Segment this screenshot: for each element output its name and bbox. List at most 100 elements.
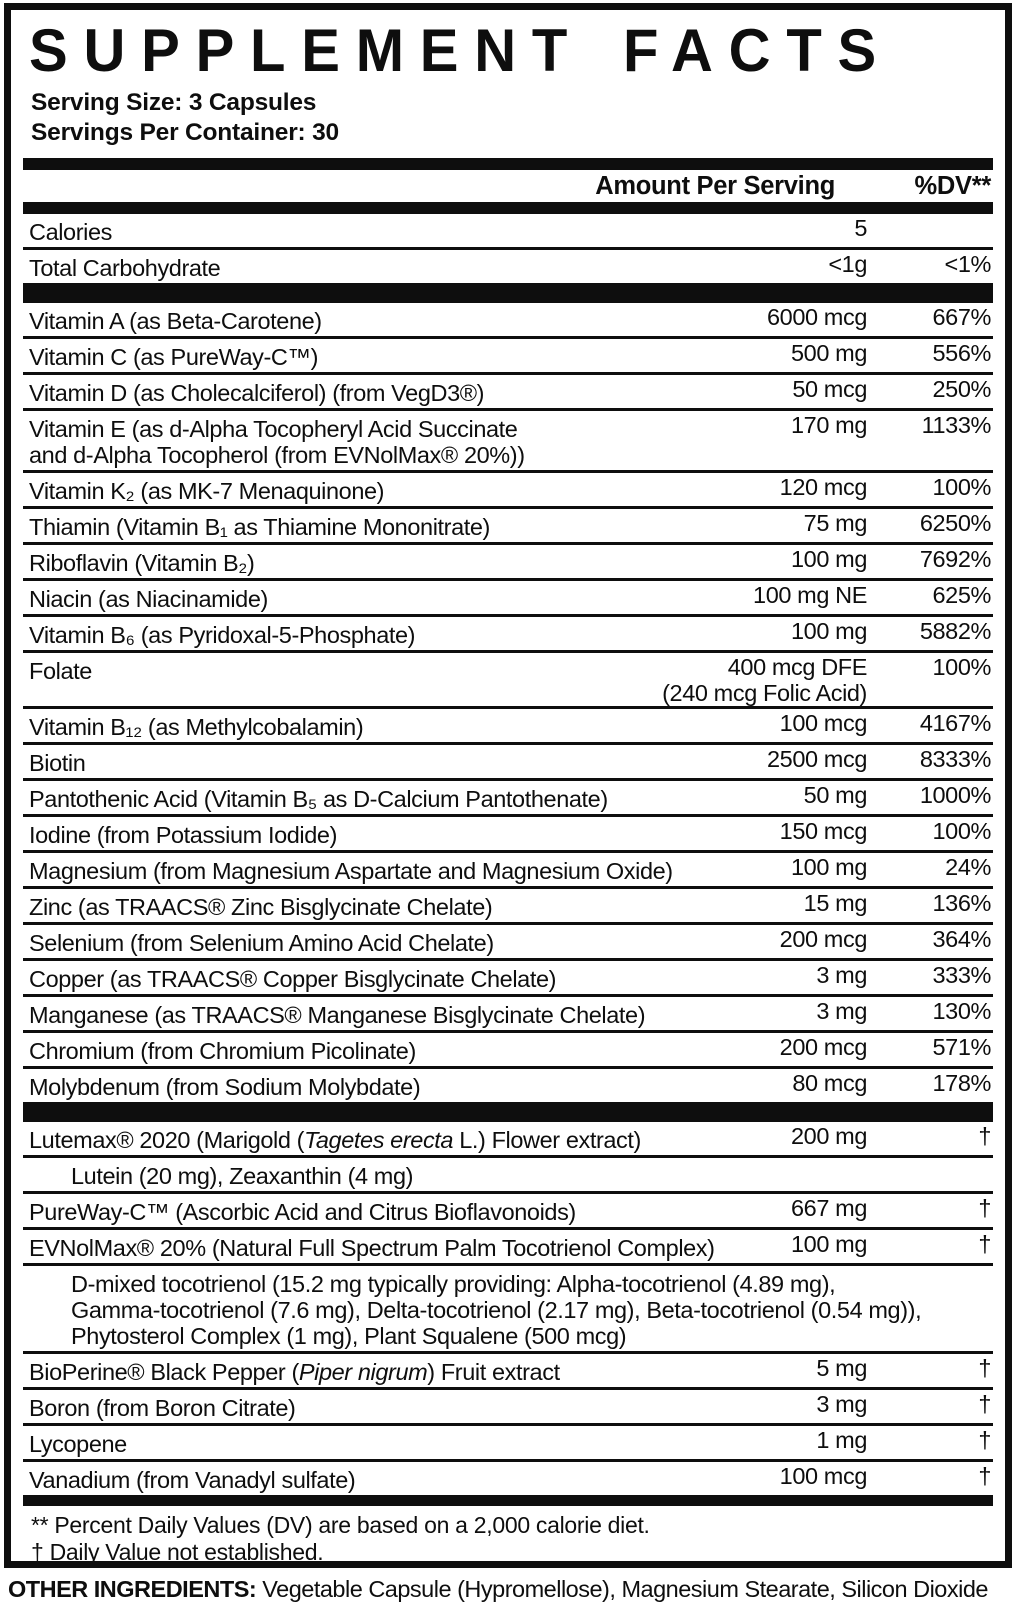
- section-bar: [23, 202, 993, 214]
- nutrient-name-line: Vitamin B₆ (as Pyridoxal-5-Phosphate): [29, 622, 416, 648]
- nutrient-amount: 2500 mcg: [766, 746, 867, 772]
- nutrient-name-line: Lutein (20 mg), Zeaxanthin (4 mg): [71, 1163, 414, 1189]
- other-ingredients-label: OTHER INGREDIENTS:: [8, 1576, 257, 1602]
- nutrient-row: Vitamin E (as d-Alpha Tocopheryl Acid Su…: [23, 408, 993, 470]
- footnotes: ** Percent Daily Values (DV) are based o…: [23, 1506, 993, 1565]
- nutrient-subrow: D-mixed tocotrienol (15.2 mg typically p…: [23, 1263, 993, 1351]
- nutrient-row: Thiamin (Vitamin B₁ as Thiamine Mononitr…: [23, 506, 993, 542]
- nutrient-row: Vitamin C (as PureWay-C™) 500 mg 556%: [23, 336, 993, 372]
- nutrient-row: Boron (from Boron Citrate) 3 mg †: [23, 1387, 993, 1423]
- nutrient-name-line: Lutemax® 2020 (Marigold (Tagetes erecta …: [29, 1127, 641, 1153]
- nutrient-row: Magnesium (from Magnesium Aspartate and …: [23, 850, 993, 886]
- nutrient-name: Pantothenic Acid (Vitamin B₅ as D-Calciu…: [23, 781, 804, 814]
- nutrient-dv: 250%: [932, 376, 991, 402]
- nutrient-name: Vitamin B₁₂ (as Methylcobalamin): [23, 709, 780, 742]
- nutrient-amount: 3 mg: [816, 962, 867, 988]
- nutrient-dv: 7692%: [919, 546, 992, 572]
- servings-per-container: Servings Per Container: 30: [31, 119, 339, 146]
- table-header-row: Amount Per Serving %DV**: [23, 170, 993, 202]
- nutrient-name: PureWay-C™ (Ascorbic Acid and Citrus Bio…: [23, 1194, 791, 1227]
- nutrient-amount: 100 mg: [791, 1231, 867, 1257]
- nutrient-dv: 8333%: [919, 746, 992, 772]
- nutrient-row: Vitamin A (as Beta-Carotene) 6000 mcg 667%: [23, 303, 993, 336]
- nutrient-dv: 4167%: [919, 710, 992, 736]
- nutrient-dv: 1000%: [919, 782, 992, 808]
- nutrient-name: Copper (as TRAACS® Copper Bisglycinate C…: [23, 961, 816, 994]
- nutrient-row: Pantothenic Acid (Vitamin B₅ as D-Calciu…: [23, 778, 993, 814]
- nutrient-row: Biotin 2500 mcg 8333%: [23, 742, 993, 778]
- nutrient-amount: 150 mcg: [779, 818, 868, 844]
- macro-rows-section: Calories 5 Total Carbohydrate <1g <1%: [23, 214, 993, 283]
- nutrient-amount: 200 mg: [791, 1123, 867, 1149]
- nutrient-name: Niacin (as Niacinamide): [23, 581, 753, 614]
- nutrient-name: Vitamin K₂ (as MK-7 Menaquinone): [23, 473, 780, 506]
- nutrient-amount: 100 mg: [791, 546, 867, 572]
- nutrient-row: Folate 400 mcg DFE (240 mcg Folic Acid) 100…: [23, 650, 993, 706]
- nutrient-row: PureWay-C™ (Ascorbic Acid and Citrus Bio…: [23, 1191, 993, 1227]
- nutrient-name-line: Niacin (as Niacinamide): [29, 586, 268, 612]
- nutrient-name: Magnesium (from Magnesium Aspartate and …: [23, 853, 791, 886]
- footnote-daily-value: † Daily Value not established.: [31, 1539, 324, 1565]
- nutrient-name-line: Vitamin C (as PureWay-C™): [29, 344, 319, 370]
- nutrient-name: Vitamin D (as Cholecalciferol) (from Veg…: [23, 375, 792, 408]
- nutrient-name: Chromium (from Chromium Picolinate): [23, 1033, 780, 1066]
- nutrient-row: Vitamin K₂ (as MK-7 Menaquinone) 120 mcg 1…: [23, 470, 993, 506]
- nutrient-name-line: Boron (from Boron Citrate): [29, 1395, 296, 1421]
- nutrient-row: Molybdenum (from Sodium Molybdate) 80 mcg…: [23, 1066, 993, 1102]
- nutrient-dv: †: [978, 1231, 991, 1257]
- nutrient-row: Copper (as TRAACS® Copper Bisglycinate C…: [23, 958, 993, 994]
- nutrient-name-line: D-mixed tocotrienol (15.2 mg typically p…: [71, 1271, 836, 1297]
- nutrient-amount: 667 mg: [791, 1195, 867, 1221]
- nutrient-name-line: Magnesium (from Magnesium Aspartate and …: [29, 858, 673, 884]
- nutrient-name: Lutemax® 2020 (Marigold (Tagetes erecta …: [23, 1122, 791, 1155]
- nutrient-name: Vanadium (from Vanadyl sulfate): [23, 1462, 780, 1495]
- nutrient-amount: 75 mg: [803, 510, 868, 536]
- nutrient-name-line: Thiamin (Vitamin B₁ as Thiamine Mononitr…: [29, 514, 490, 540]
- nutrient-amount: 200 mcg: [779, 1034, 868, 1060]
- nutrient-row: Lutemax® 2020 (Marigold (Tagetes erecta …: [23, 1122, 993, 1155]
- nutrient-subrow: Lutein (20 mg), Zeaxanthin (4 mg): [23, 1155, 993, 1191]
- nutrient-dv: 571%: [932, 1034, 991, 1060]
- nutrient-name-line: Vanadium (from Vanadyl sulfate): [29, 1467, 356, 1493]
- nutrient-name-line: EVNolMax® 20% (Natural Full Spectrum Pal…: [29, 1235, 715, 1261]
- nutrient-row: Total Carbohydrate <1g <1%: [23, 247, 993, 283]
- nutrient-dv: †: [978, 1391, 991, 1417]
- nutrient-amount: 6000 mcg: [766, 304, 867, 330]
- nutrient-name-line: Manganese (as TRAACS® Manganese Bisglyci…: [29, 1002, 646, 1028]
- nutrient-name-line: Gamma-tocotrienol (7.6 mg), Delta-tocotr…: [71, 1297, 922, 1323]
- nutrient-dv: <1%: [944, 251, 992, 277]
- nutrient-amount: 80 mcg: [792, 1070, 867, 1096]
- nutrient-name: Folate: [23, 653, 662, 686]
- nutrient-row: Iodine (from Potassium Iodide) 150 mcg 100…: [23, 814, 993, 850]
- nutrient-name: Boron (from Boron Citrate): [23, 1390, 816, 1423]
- nutrient-dv: 100%: [932, 818, 991, 844]
- nutrient-name: Lutein (20 mg), Zeaxanthin (4 mg): [23, 1158, 993, 1191]
- nutrient-amount: 5: [854, 215, 867, 241]
- nutrient-name-line: Vitamin D (as Cholecalciferol) (from Veg…: [29, 380, 485, 406]
- panel-title: SUPPLEMENT FACTS: [29, 16, 893, 85]
- nutrient-amount: 100 mcg: [779, 1463, 868, 1489]
- nutrient-row: Zinc (as TRAACS® Zinc Bisglycinate Chela…: [23, 886, 993, 922]
- nutrient-name-line: Chromium (from Chromium Picolinate): [29, 1038, 416, 1064]
- nutrient-row: Vanadium (from Vanadyl sulfate) 100 mcg †: [23, 1459, 993, 1495]
- nutrient-dv: 667%: [932, 304, 991, 330]
- nutrient-row: Riboflavin (Vitamin B₂) 100 mg 7692%: [23, 542, 993, 578]
- nutrient-name-line: and d-Alpha Tocopherol (from EVNolMax® 2…: [29, 442, 525, 468]
- nutrient-name-line: BioPerine® Black Pepper (Piper nigrum) F…: [29, 1359, 560, 1385]
- serving-size: Serving Size: 3 Capsules: [31, 89, 317, 116]
- nutrient-amount: 3 mg: [816, 1391, 867, 1417]
- nutrient-dv: †: [978, 1195, 991, 1221]
- nutrient-name-line: Lycopene: [29, 1431, 127, 1457]
- nutrient-dv: 178%: [932, 1070, 991, 1096]
- nutrient-name: Manganese (as TRAACS® Manganese Bisglyci…: [23, 997, 816, 1030]
- nutrient-amount: 3 mg: [816, 998, 867, 1024]
- nutrient-row: Vitamin B₆ (as Pyridoxal-5-Phosphate) 100…: [23, 614, 993, 650]
- nutrient-dv: †: [978, 1355, 991, 1381]
- nutrient-dv: 6250%: [919, 510, 992, 536]
- nutrient-name: Total Carbohydrate: [23, 250, 828, 283]
- nutrient-amount: 100 mg NE: [753, 582, 867, 608]
- serving-info: Serving Size: 3 Capsules Servings Per Co…: [31, 88, 993, 148]
- nutrient-dv: †: [978, 1463, 991, 1489]
- section-bar: [23, 158, 993, 170]
- dv-column-header: %DV**: [914, 171, 992, 200]
